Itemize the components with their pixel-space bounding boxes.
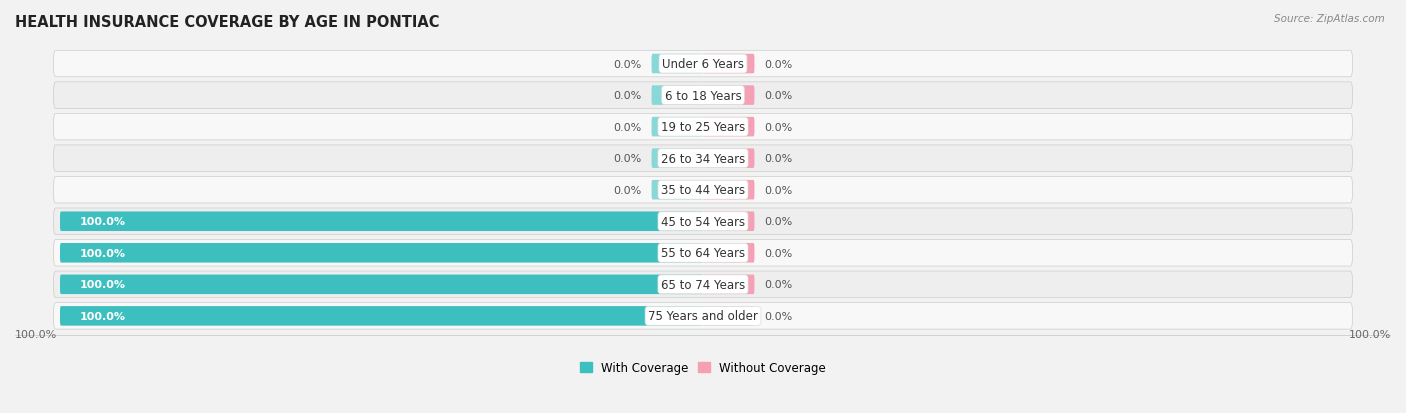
FancyBboxPatch shape [53, 209, 1353, 235]
FancyBboxPatch shape [53, 271, 1353, 298]
Text: 100.0%: 100.0% [1348, 329, 1391, 339]
FancyBboxPatch shape [53, 240, 1353, 266]
FancyBboxPatch shape [703, 118, 755, 137]
Text: 75 Years and older: 75 Years and older [648, 310, 758, 323]
Text: 0.0%: 0.0% [613, 59, 643, 69]
Text: 19 to 25 Years: 19 to 25 Years [661, 121, 745, 134]
Text: 0.0%: 0.0% [763, 217, 793, 227]
Text: 65 to 74 Years: 65 to 74 Years [661, 278, 745, 291]
FancyBboxPatch shape [703, 180, 755, 200]
Text: 0.0%: 0.0% [763, 122, 793, 132]
FancyBboxPatch shape [651, 86, 703, 106]
FancyBboxPatch shape [703, 243, 755, 263]
Text: 45 to 54 Years: 45 to 54 Years [661, 215, 745, 228]
FancyBboxPatch shape [703, 86, 755, 106]
Text: 0.0%: 0.0% [763, 154, 793, 164]
FancyBboxPatch shape [53, 83, 1353, 109]
Text: 0.0%: 0.0% [613, 185, 643, 195]
Text: HEALTH INSURANCE COVERAGE BY AGE IN PONTIAC: HEALTH INSURANCE COVERAGE BY AGE IN PONT… [15, 15, 440, 30]
Text: 0.0%: 0.0% [763, 91, 793, 101]
Text: 0.0%: 0.0% [763, 59, 793, 69]
Text: Source: ZipAtlas.com: Source: ZipAtlas.com [1274, 14, 1385, 24]
Text: 0.0%: 0.0% [763, 280, 793, 290]
Text: 35 to 44 Years: 35 to 44 Years [661, 184, 745, 197]
FancyBboxPatch shape [703, 55, 755, 74]
Text: 100.0%: 100.0% [79, 311, 125, 321]
FancyBboxPatch shape [60, 212, 703, 231]
FancyBboxPatch shape [703, 212, 755, 231]
Text: 100.0%: 100.0% [79, 217, 125, 227]
FancyBboxPatch shape [60, 275, 703, 294]
Text: 0.0%: 0.0% [763, 185, 793, 195]
Text: 26 to 34 Years: 26 to 34 Years [661, 152, 745, 165]
Text: Under 6 Years: Under 6 Years [662, 58, 744, 71]
FancyBboxPatch shape [53, 303, 1353, 329]
Text: 55 to 64 Years: 55 to 64 Years [661, 247, 745, 260]
Text: 0.0%: 0.0% [613, 91, 643, 101]
FancyBboxPatch shape [651, 55, 703, 74]
FancyBboxPatch shape [60, 243, 703, 263]
FancyBboxPatch shape [53, 145, 1353, 172]
Text: 100.0%: 100.0% [15, 329, 58, 339]
Text: 0.0%: 0.0% [613, 122, 643, 132]
FancyBboxPatch shape [60, 306, 703, 326]
FancyBboxPatch shape [53, 177, 1353, 204]
Text: 100.0%: 100.0% [79, 280, 125, 290]
Text: 0.0%: 0.0% [763, 248, 793, 258]
Text: 100.0%: 100.0% [79, 248, 125, 258]
FancyBboxPatch shape [53, 51, 1353, 78]
Legend: With Coverage, Without Coverage: With Coverage, Without Coverage [575, 356, 831, 379]
Text: 0.0%: 0.0% [763, 311, 793, 321]
FancyBboxPatch shape [53, 114, 1353, 140]
FancyBboxPatch shape [703, 149, 755, 169]
Text: 6 to 18 Years: 6 to 18 Years [665, 89, 741, 102]
FancyBboxPatch shape [651, 118, 703, 137]
FancyBboxPatch shape [651, 149, 703, 169]
FancyBboxPatch shape [703, 306, 755, 326]
FancyBboxPatch shape [651, 180, 703, 200]
FancyBboxPatch shape [703, 275, 755, 294]
Text: 0.0%: 0.0% [613, 154, 643, 164]
